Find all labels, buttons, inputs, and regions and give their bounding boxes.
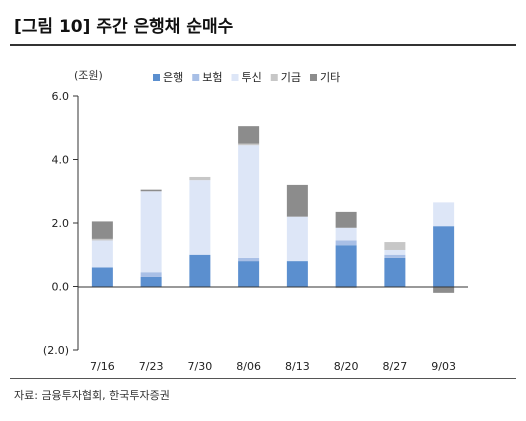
legend-swatch xyxy=(310,74,317,81)
bar-segment xyxy=(91,267,113,287)
bar-segment xyxy=(189,254,211,287)
x-tick-label: 8/27 xyxy=(383,360,408,373)
bar-segment xyxy=(91,221,113,239)
bar-segment xyxy=(238,126,260,144)
bars xyxy=(91,126,455,293)
y-tick-label: (2.0) xyxy=(43,344,69,357)
chart-title: [그림 10] 주간 은행채 순매수 xyxy=(14,17,234,37)
y-tick-label: 4.0 xyxy=(52,154,70,167)
bar-segment xyxy=(286,216,308,262)
legend-swatch xyxy=(153,74,160,81)
bar-segment xyxy=(384,257,406,287)
x-tick-label: 8/13 xyxy=(285,360,310,373)
bar-segment xyxy=(238,143,260,146)
bar-segment xyxy=(238,261,260,287)
bar-segment xyxy=(433,286,455,293)
source-note: 자료: 금융투자협회, 한국투자증권 xyxy=(14,389,170,402)
y-axis: 6.0 4.0 2.0 0.0 (2.0) xyxy=(43,90,78,357)
legend-swatch xyxy=(231,74,239,81)
legend-swatch xyxy=(192,74,200,81)
unit-label: (조원) xyxy=(74,69,103,82)
bar-segment xyxy=(286,184,308,217)
footer-rule xyxy=(10,378,516,379)
bar-segment xyxy=(140,276,162,287)
legend-label: 보험 xyxy=(202,71,222,84)
x-tick-label: 8/20 xyxy=(334,360,359,373)
bar-segment xyxy=(335,211,357,228)
bar-segment xyxy=(238,257,260,262)
bar-segment xyxy=(91,238,113,241)
y-tick-label: 0.0 xyxy=(52,281,70,294)
bar-segment xyxy=(384,249,406,255)
legend-label: 기금 xyxy=(281,71,301,84)
bar-segment xyxy=(189,180,211,255)
bar-segment xyxy=(335,240,357,246)
legend-label: 은행 xyxy=(163,71,183,84)
bar-segment xyxy=(335,245,357,287)
legend: 은행 보험 투신 기금 기타 xyxy=(153,71,340,84)
x-tick-label: 7/23 xyxy=(139,360,164,373)
legend-swatch xyxy=(270,74,278,81)
bar-segment xyxy=(433,202,455,227)
y-tick-label: 6.0 xyxy=(52,90,70,103)
x-tick-label: 9/03 xyxy=(431,360,456,373)
title-rule xyxy=(10,44,516,46)
x-tick-label: 7/30 xyxy=(188,360,213,373)
bar-segment xyxy=(140,189,162,192)
bar-segment xyxy=(384,242,406,250)
bar-segment xyxy=(433,226,455,287)
bar-segment xyxy=(91,240,113,268)
x-axis: 7/16 7/23 7/30 8/06 8/13 8/20 8/27 9/03 xyxy=(90,360,456,373)
bar-segment xyxy=(335,227,357,241)
bar-segment xyxy=(286,261,308,287)
bar-segment xyxy=(189,176,211,181)
x-tick-label: 7/16 xyxy=(90,360,115,373)
legend-label: 투신 xyxy=(242,71,262,84)
x-tick-label: 8/06 xyxy=(236,360,261,373)
bar-segment xyxy=(140,272,162,277)
y-tick-label: 2.0 xyxy=(52,217,70,230)
bar-segment xyxy=(140,191,162,273)
bar-segment xyxy=(238,145,260,258)
legend-label: 기타 xyxy=(320,71,340,84)
bar-segment xyxy=(384,254,406,258)
